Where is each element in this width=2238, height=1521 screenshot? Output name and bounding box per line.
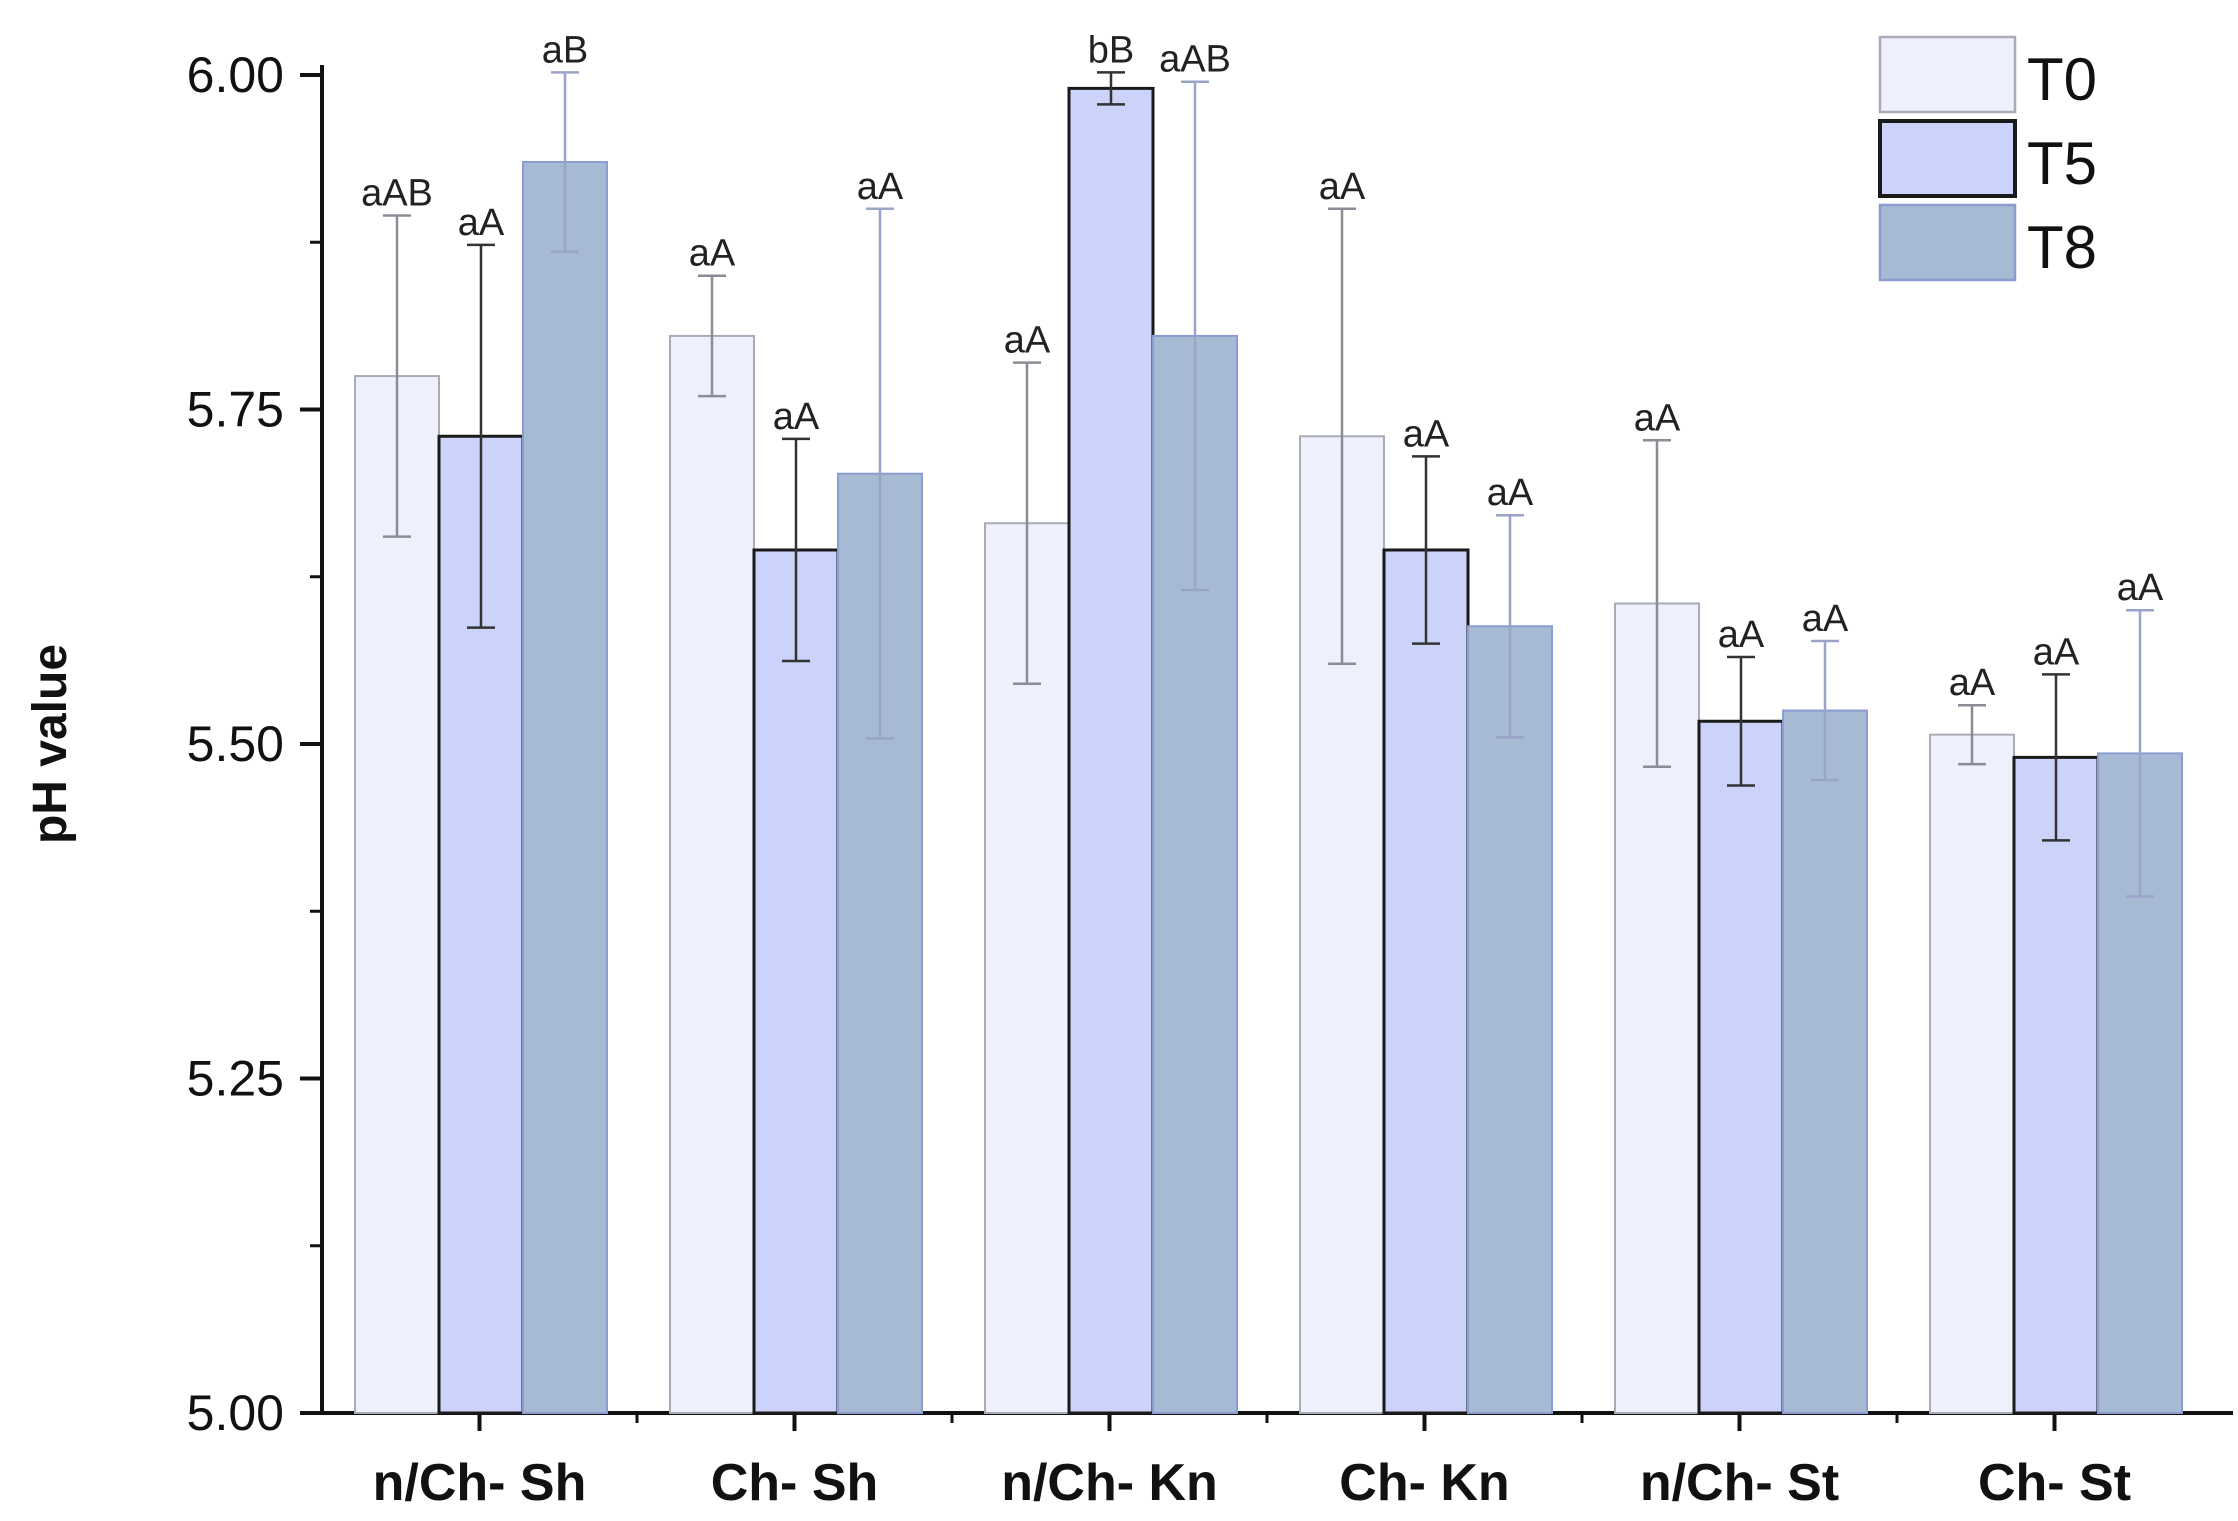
legend-label: T5 (2027, 130, 2097, 197)
significance-label: aA (1403, 413, 1450, 455)
x-tick-label: Ch- Sh (711, 1454, 879, 1512)
bar-t5 (1067, 86, 1155, 1415)
significance-label: aA (458, 202, 505, 244)
bar-t5 (752, 548, 840, 1415)
legend-label: T8 (2027, 214, 2097, 281)
significance-label: aA (1634, 397, 1681, 439)
bar-t0 (1929, 733, 2015, 1414)
legend-swatch-t0 (1878, 35, 2017, 114)
y-axis-label: pH value (24, 644, 77, 844)
y-tick-label: 5.50 (187, 716, 284, 772)
significance-label: aA (689, 233, 736, 275)
significance-label: aA (857, 166, 904, 208)
significance-label: aA (1802, 598, 1849, 640)
bar-t8 (522, 160, 608, 1415)
x-tick-label: n/Ch- Sh (373, 1454, 587, 1512)
x-tick-label: n/Ch- Kn (1001, 1454, 1218, 1512)
significance-label: aA (1487, 472, 1534, 514)
y-tick-label: 6.00 (187, 47, 284, 103)
plot-area: 5.00 5.25 5.50 5.75 6.00 pH value n/Ch- Sh Ch- … (24, 29, 2233, 1512)
significance-label: aA (2117, 567, 2164, 609)
bar-t8 (1467, 625, 1553, 1414)
significance-label: aAB (1159, 39, 1231, 81)
significance-label: aA (1004, 320, 1051, 362)
y-tick-label: 5.25 (187, 1051, 284, 1107)
bar-t8 (1782, 709, 1868, 1414)
significance-label: aA (2033, 631, 2080, 673)
significance-label: aA (1718, 614, 1765, 656)
x-tick-label: Ch- Kn (1339, 1454, 1509, 1512)
bar-t0 (354, 375, 440, 1414)
bar-t0 (669, 334, 755, 1414)
legend-label: T0 (2027, 46, 2097, 113)
significance-label: aA (773, 396, 820, 438)
bar-t5 (2012, 755, 2100, 1415)
bar-t5 (1382, 548, 1470, 1415)
x-tick-label: Ch- St (1978, 1454, 2131, 1512)
y-tick-label: 5.75 (187, 382, 284, 438)
bar-t5 (1697, 719, 1785, 1415)
legend-swatch-t5 (1878, 119, 2017, 198)
significance-label: aAB (361, 172, 433, 214)
significance-label: aA (1319, 166, 1366, 208)
x-tick-label: n/Ch- St (1640, 1454, 1839, 1512)
significance-label: aA (1949, 662, 1996, 704)
legend-swatch-t8 (1878, 203, 2017, 282)
significance-label: aB (542, 29, 588, 71)
y-tick-label: 5.00 (187, 1385, 284, 1441)
significance-label: bB (1088, 29, 1134, 71)
